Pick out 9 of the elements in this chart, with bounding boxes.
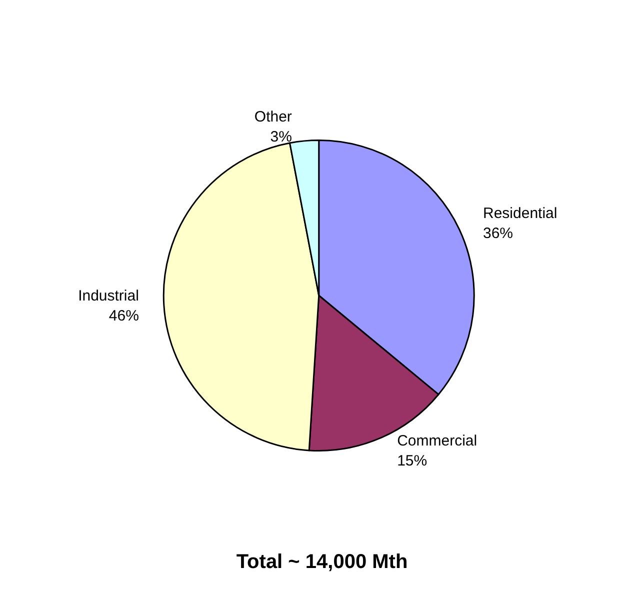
text: Total ~ 14,000 Mth <box>236 551 408 573</box>
data-label: 36% <box>483 224 514 242</box>
slice-label: Other <box>254 108 292 126</box>
data-label: 46% <box>108 308 139 325</box>
slice-label: Commercial <box>397 432 478 450</box>
slice-label: Industrial <box>78 288 139 305</box>
data-label: 15% <box>397 452 428 470</box>
slice-label: Residential <box>483 204 558 222</box>
data-label: 3% <box>270 128 292 146</box>
